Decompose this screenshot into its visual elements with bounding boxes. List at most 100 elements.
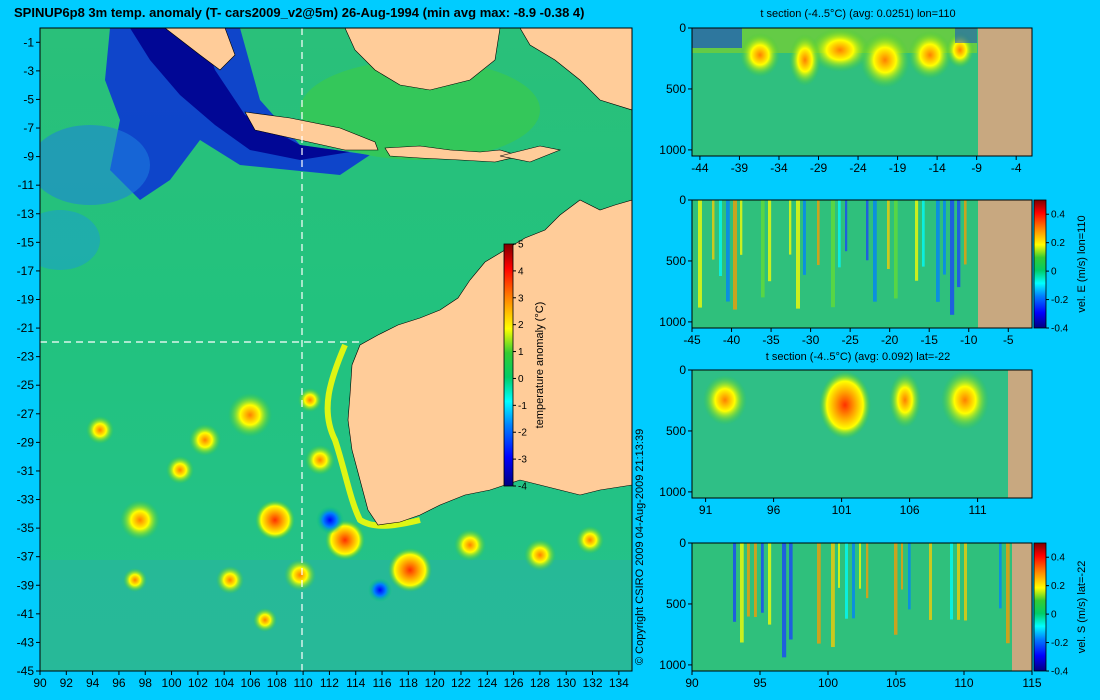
main-x-tick-label: 134 bbox=[609, 676, 629, 690]
panel3-x-tick-label: 91 bbox=[699, 503, 713, 517]
panel2-colorbar-tick-label: 0.4 bbox=[1051, 210, 1065, 221]
velocity-stripe bbox=[894, 543, 898, 635]
velocity-stripe bbox=[754, 543, 757, 618]
panel3-x-tick-label: 111 bbox=[968, 503, 987, 517]
panel3-x-tick-label: 96 bbox=[767, 503, 781, 517]
velocity-stripe bbox=[782, 543, 787, 658]
velocity-stripe bbox=[733, 543, 737, 622]
main-x-tick-label: 122 bbox=[451, 676, 471, 690]
main-x-tick-label: 102 bbox=[188, 676, 208, 690]
velocity-stripe bbox=[803, 200, 806, 275]
main-colorbar-tick-label: -1 bbox=[518, 401, 527, 412]
velocity-stripe bbox=[887, 200, 890, 270]
panel1-y-tick-label: 0 bbox=[679, 21, 686, 35]
velocity-stripe bbox=[866, 200, 869, 261]
main-x-tick-label: 106 bbox=[240, 676, 260, 690]
panel2-y-tick-label: 500 bbox=[666, 254, 686, 268]
panel4-y-tick-label: 500 bbox=[666, 597, 686, 611]
cold-eddy bbox=[40, 210, 100, 270]
panel4-colorbar-tick-label: 0.4 bbox=[1051, 553, 1065, 564]
panel3-y-tick-label: 1000 bbox=[659, 485, 686, 499]
panel1-frame bbox=[691, 27, 1033, 157]
velocity-stripe bbox=[789, 543, 793, 640]
panel4-x-tick-label: 100 bbox=[818, 676, 838, 690]
panel2-x-tick-label: -40 bbox=[723, 333, 741, 347]
velocity-stripe bbox=[845, 200, 848, 252]
land-borneo bbox=[344, 28, 501, 91]
panel2-x-tick-label: -30 bbox=[802, 333, 820, 347]
main-y-tick-label: -31 bbox=[17, 464, 35, 478]
main-colorbar-tick-label: 5 bbox=[518, 240, 524, 251]
main-colorbar-tick-label: 3 bbox=[518, 293, 524, 304]
main-x-tick-label: 104 bbox=[214, 676, 234, 690]
main-x-tick-label: 94 bbox=[86, 676, 100, 690]
main-colorbar-tick-label: -4 bbox=[518, 482, 527, 493]
panel3-x-tick-label: 106 bbox=[900, 503, 920, 517]
velocity-stripe bbox=[908, 543, 911, 610]
panel4-colorbar-tick-label: -0.4 bbox=[1051, 667, 1069, 678]
velocity-stripe bbox=[950, 200, 955, 315]
warm-patch bbox=[300, 60, 540, 160]
main-y-tick-label: -29 bbox=[17, 435, 35, 449]
velocity-stripe bbox=[817, 543, 821, 644]
velocity-stripe bbox=[950, 543, 953, 620]
main-colorbar-tick-label: 0 bbox=[518, 374, 524, 385]
main-y-tick-label: -39 bbox=[17, 578, 35, 592]
main-x-tick-label: 132 bbox=[583, 676, 603, 690]
panel4-x-tick-label: 105 bbox=[886, 676, 906, 690]
main-y-tick-label: -27 bbox=[17, 407, 35, 421]
velocity-stripe bbox=[873, 200, 877, 302]
panel4-x-tick-label: 115 bbox=[1022, 676, 1041, 690]
cold-eddy bbox=[40, 125, 150, 205]
main-colorbar-tick-label: -2 bbox=[518, 428, 527, 439]
main-y-tick-label: -7 bbox=[23, 121, 34, 135]
main-y-tick-label: -35 bbox=[17, 521, 35, 535]
panel4-colorbar: 0.4 0.2 0 -0.2 -0.4 vel. S (m/s) lat=-22 bbox=[1033, 542, 1088, 678]
velocity-stripe bbox=[768, 543, 772, 625]
velocity-stripe bbox=[831, 200, 835, 308]
panel3-x-ticks: 91 96 101 106 111 bbox=[699, 498, 987, 517]
panel1-x-tick-label: -19 bbox=[889, 161, 907, 175]
leeuwin-current bbox=[324, 343, 421, 529]
panel1-x-tick-label: -4 bbox=[1011, 161, 1022, 175]
velocity-stripe bbox=[838, 200, 841, 268]
main-x-tick-label: 124 bbox=[477, 676, 497, 690]
main-y-tick-label: -45 bbox=[17, 664, 35, 678]
panel4-x-tick-label: 90 bbox=[685, 676, 699, 690]
panel4-x-tick-label: 95 bbox=[753, 676, 767, 690]
panel1-y-ticks: 0 500 1000 bbox=[659, 21, 692, 157]
velocity-stripe bbox=[964, 200, 967, 265]
main-x-tick-label: 98 bbox=[139, 676, 153, 690]
velocity-stripe bbox=[831, 543, 835, 648]
main-y-tick-label: -1 bbox=[23, 35, 34, 49]
panel4-colorbar-ticks: 0.4 0.2 0 -0.2 -0.4 bbox=[1046, 553, 1069, 678]
panel3-title: t section (-4..5°C) (avg: 0.092) lat=-22 bbox=[766, 351, 950, 363]
main-y-tick-label: -3 bbox=[23, 64, 34, 78]
panel4-heatmap bbox=[692, 543, 1032, 671]
land-timor bbox=[499, 145, 562, 163]
main-map bbox=[40, 28, 632, 671]
main-y-tick-label: -41 bbox=[17, 607, 35, 621]
panel2-x-tick-label: -15 bbox=[921, 333, 939, 347]
panel2-frame bbox=[691, 199, 1033, 329]
panel1-x-tick-label: -29 bbox=[810, 161, 828, 175]
main-y-tick-label: -15 bbox=[17, 235, 35, 249]
panel2-x-tick-label: -5 bbox=[1003, 333, 1014, 347]
main-y-tick-label: -37 bbox=[17, 550, 35, 564]
main-y-tick-label: -21 bbox=[17, 321, 35, 335]
main-x-tick-label: 128 bbox=[530, 676, 550, 690]
velocity-stripe bbox=[817, 200, 820, 266]
cold-anomaly-core bbox=[130, 28, 350, 160]
velocity-stripe bbox=[929, 543, 933, 620]
panel2-colorbar-tick-label: 0 bbox=[1051, 267, 1057, 278]
panel2-y-tick-label: 1000 bbox=[659, 315, 686, 329]
panel4-colorbar-tick-label: -0.2 bbox=[1051, 638, 1069, 649]
main-y-tick-label: -11 bbox=[18, 178, 35, 192]
warm-eddies bbox=[86, 388, 604, 632]
panel2-x-tick-label: -25 bbox=[841, 333, 859, 347]
main-x-tick-label: 116 bbox=[372, 676, 391, 690]
velocity-stripe bbox=[936, 200, 940, 302]
panel2-x-tick-label: -10 bbox=[960, 333, 978, 347]
panel3-y-tick-label: 500 bbox=[666, 424, 686, 438]
velocity-stripe bbox=[719, 200, 722, 277]
